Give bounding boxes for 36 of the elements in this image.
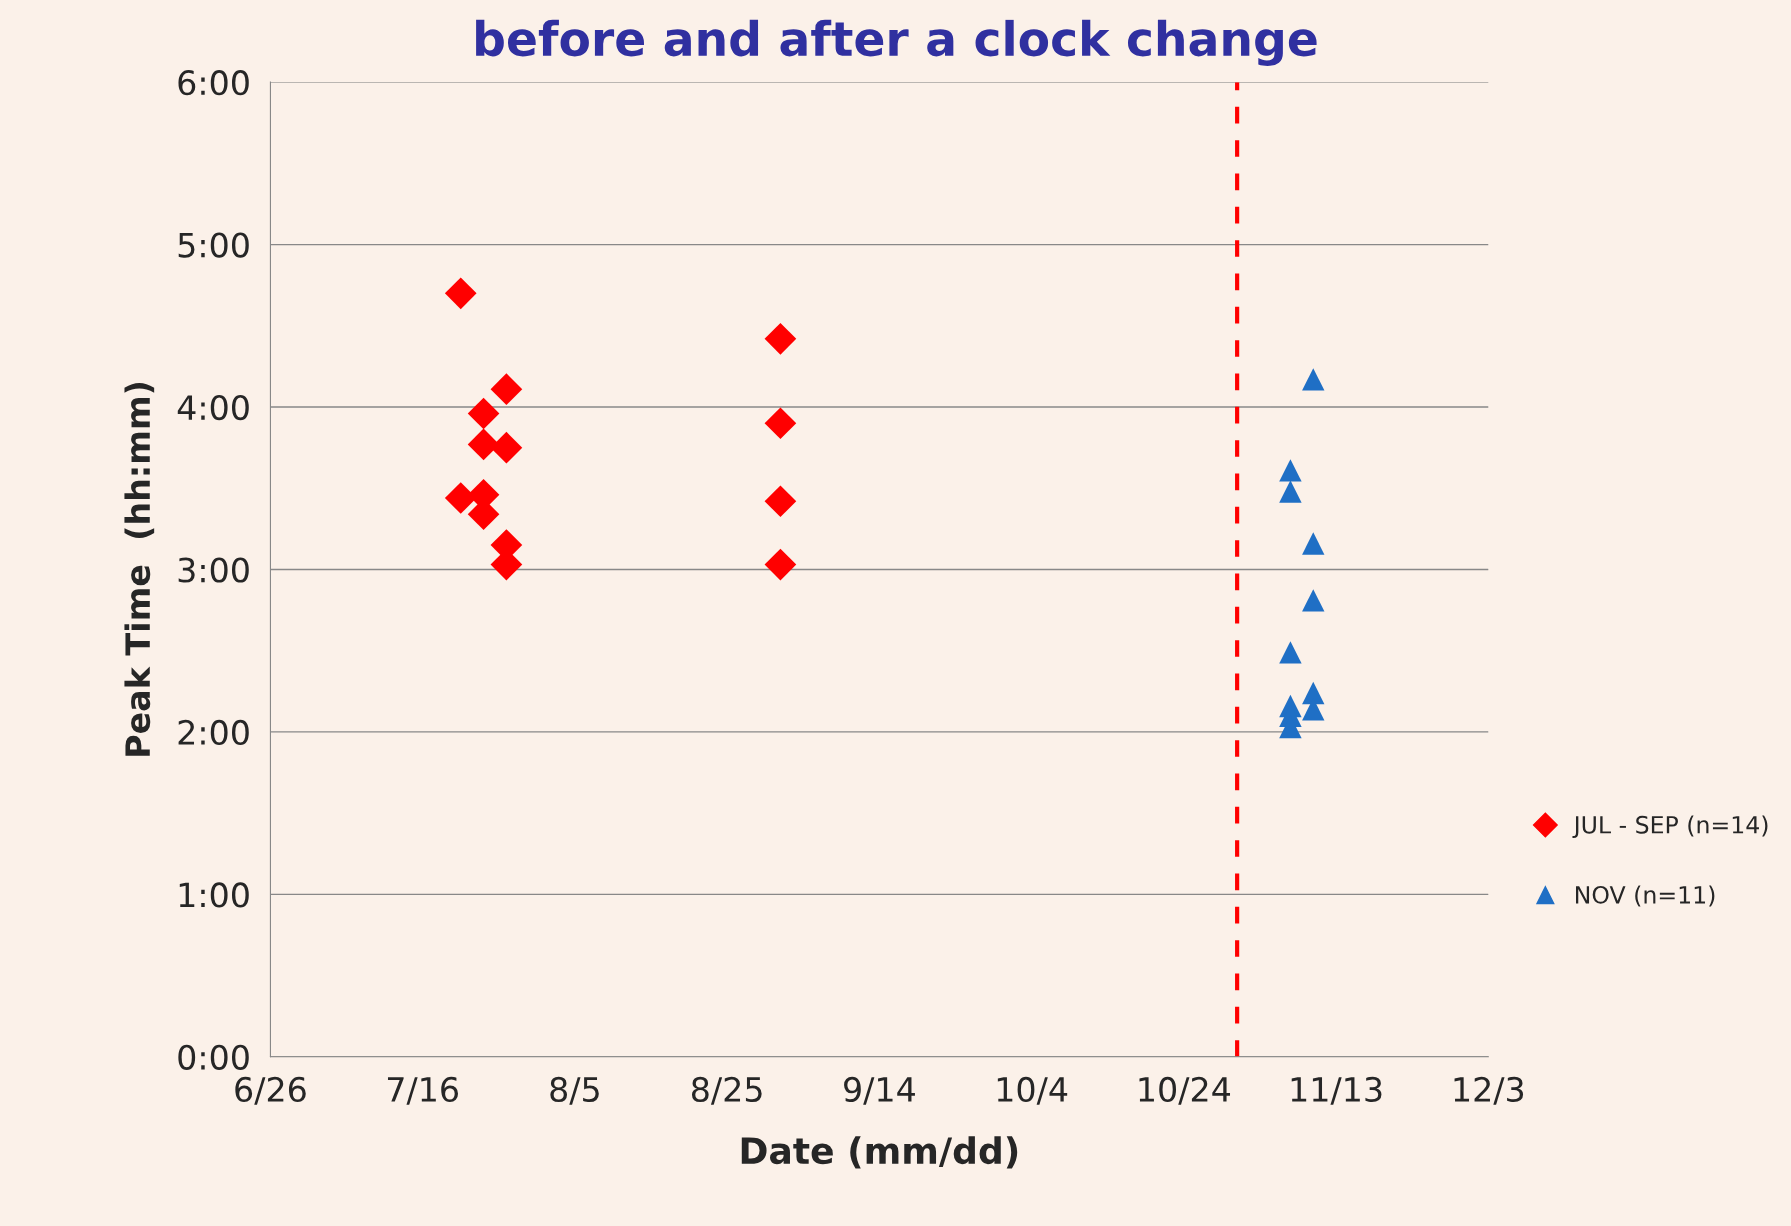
x-tick-label: 7/16 (387, 1076, 458, 1105)
point (490, 431, 523, 464)
y-axis-title: Peak Time (hh:mm) (124, 382, 155, 756)
x-tick-label: 8/5 (550, 1076, 599, 1105)
point (1302, 589, 1325, 612)
x-tick-label: 11/13 (1291, 1076, 1382, 1105)
y-tick-label: 2:00 (178, 719, 249, 746)
point (467, 397, 500, 430)
point (444, 277, 477, 310)
y-tick-label: 5:00 (178, 232, 249, 258)
y-tick-label: 6:00 (178, 70, 249, 96)
chart-title: before and after a clock change (476, 19, 1317, 66)
x-tick-label: 8/25 (691, 1076, 762, 1105)
x-tick-label: 6/26 (235, 1076, 306, 1105)
x-tick-label: 10/24 (1139, 1076, 1231, 1105)
point (764, 407, 797, 440)
point (1279, 641, 1302, 664)
y-tick-label: 0:00 (178, 1044, 249, 1070)
x-tick-label: 12/3 (1454, 1076, 1524, 1105)
point (764, 485, 797, 518)
point (1302, 368, 1325, 391)
legend-label: NOV (n=11) (1576, 885, 1715, 907)
point (1302, 532, 1325, 555)
y-tick-label: 4:00 (177, 394, 249, 421)
point (764, 548, 797, 581)
point (1279, 459, 1302, 482)
x-tick-label: 9/14 (844, 1076, 915, 1105)
legend-label: JUL - SEP (n=14) (1572, 815, 1768, 839)
point (1302, 681, 1325, 705)
y-tick-label: 3:00 (178, 557, 249, 583)
point (490, 373, 523, 405)
point (1279, 480, 1302, 503)
point (764, 322, 797, 355)
x-axis-title: Date (mm/dd) (741, 1136, 1018, 1169)
y-tick-label: 1:00 (179, 882, 249, 908)
x-tick-label: 10/4 (997, 1076, 1068, 1105)
